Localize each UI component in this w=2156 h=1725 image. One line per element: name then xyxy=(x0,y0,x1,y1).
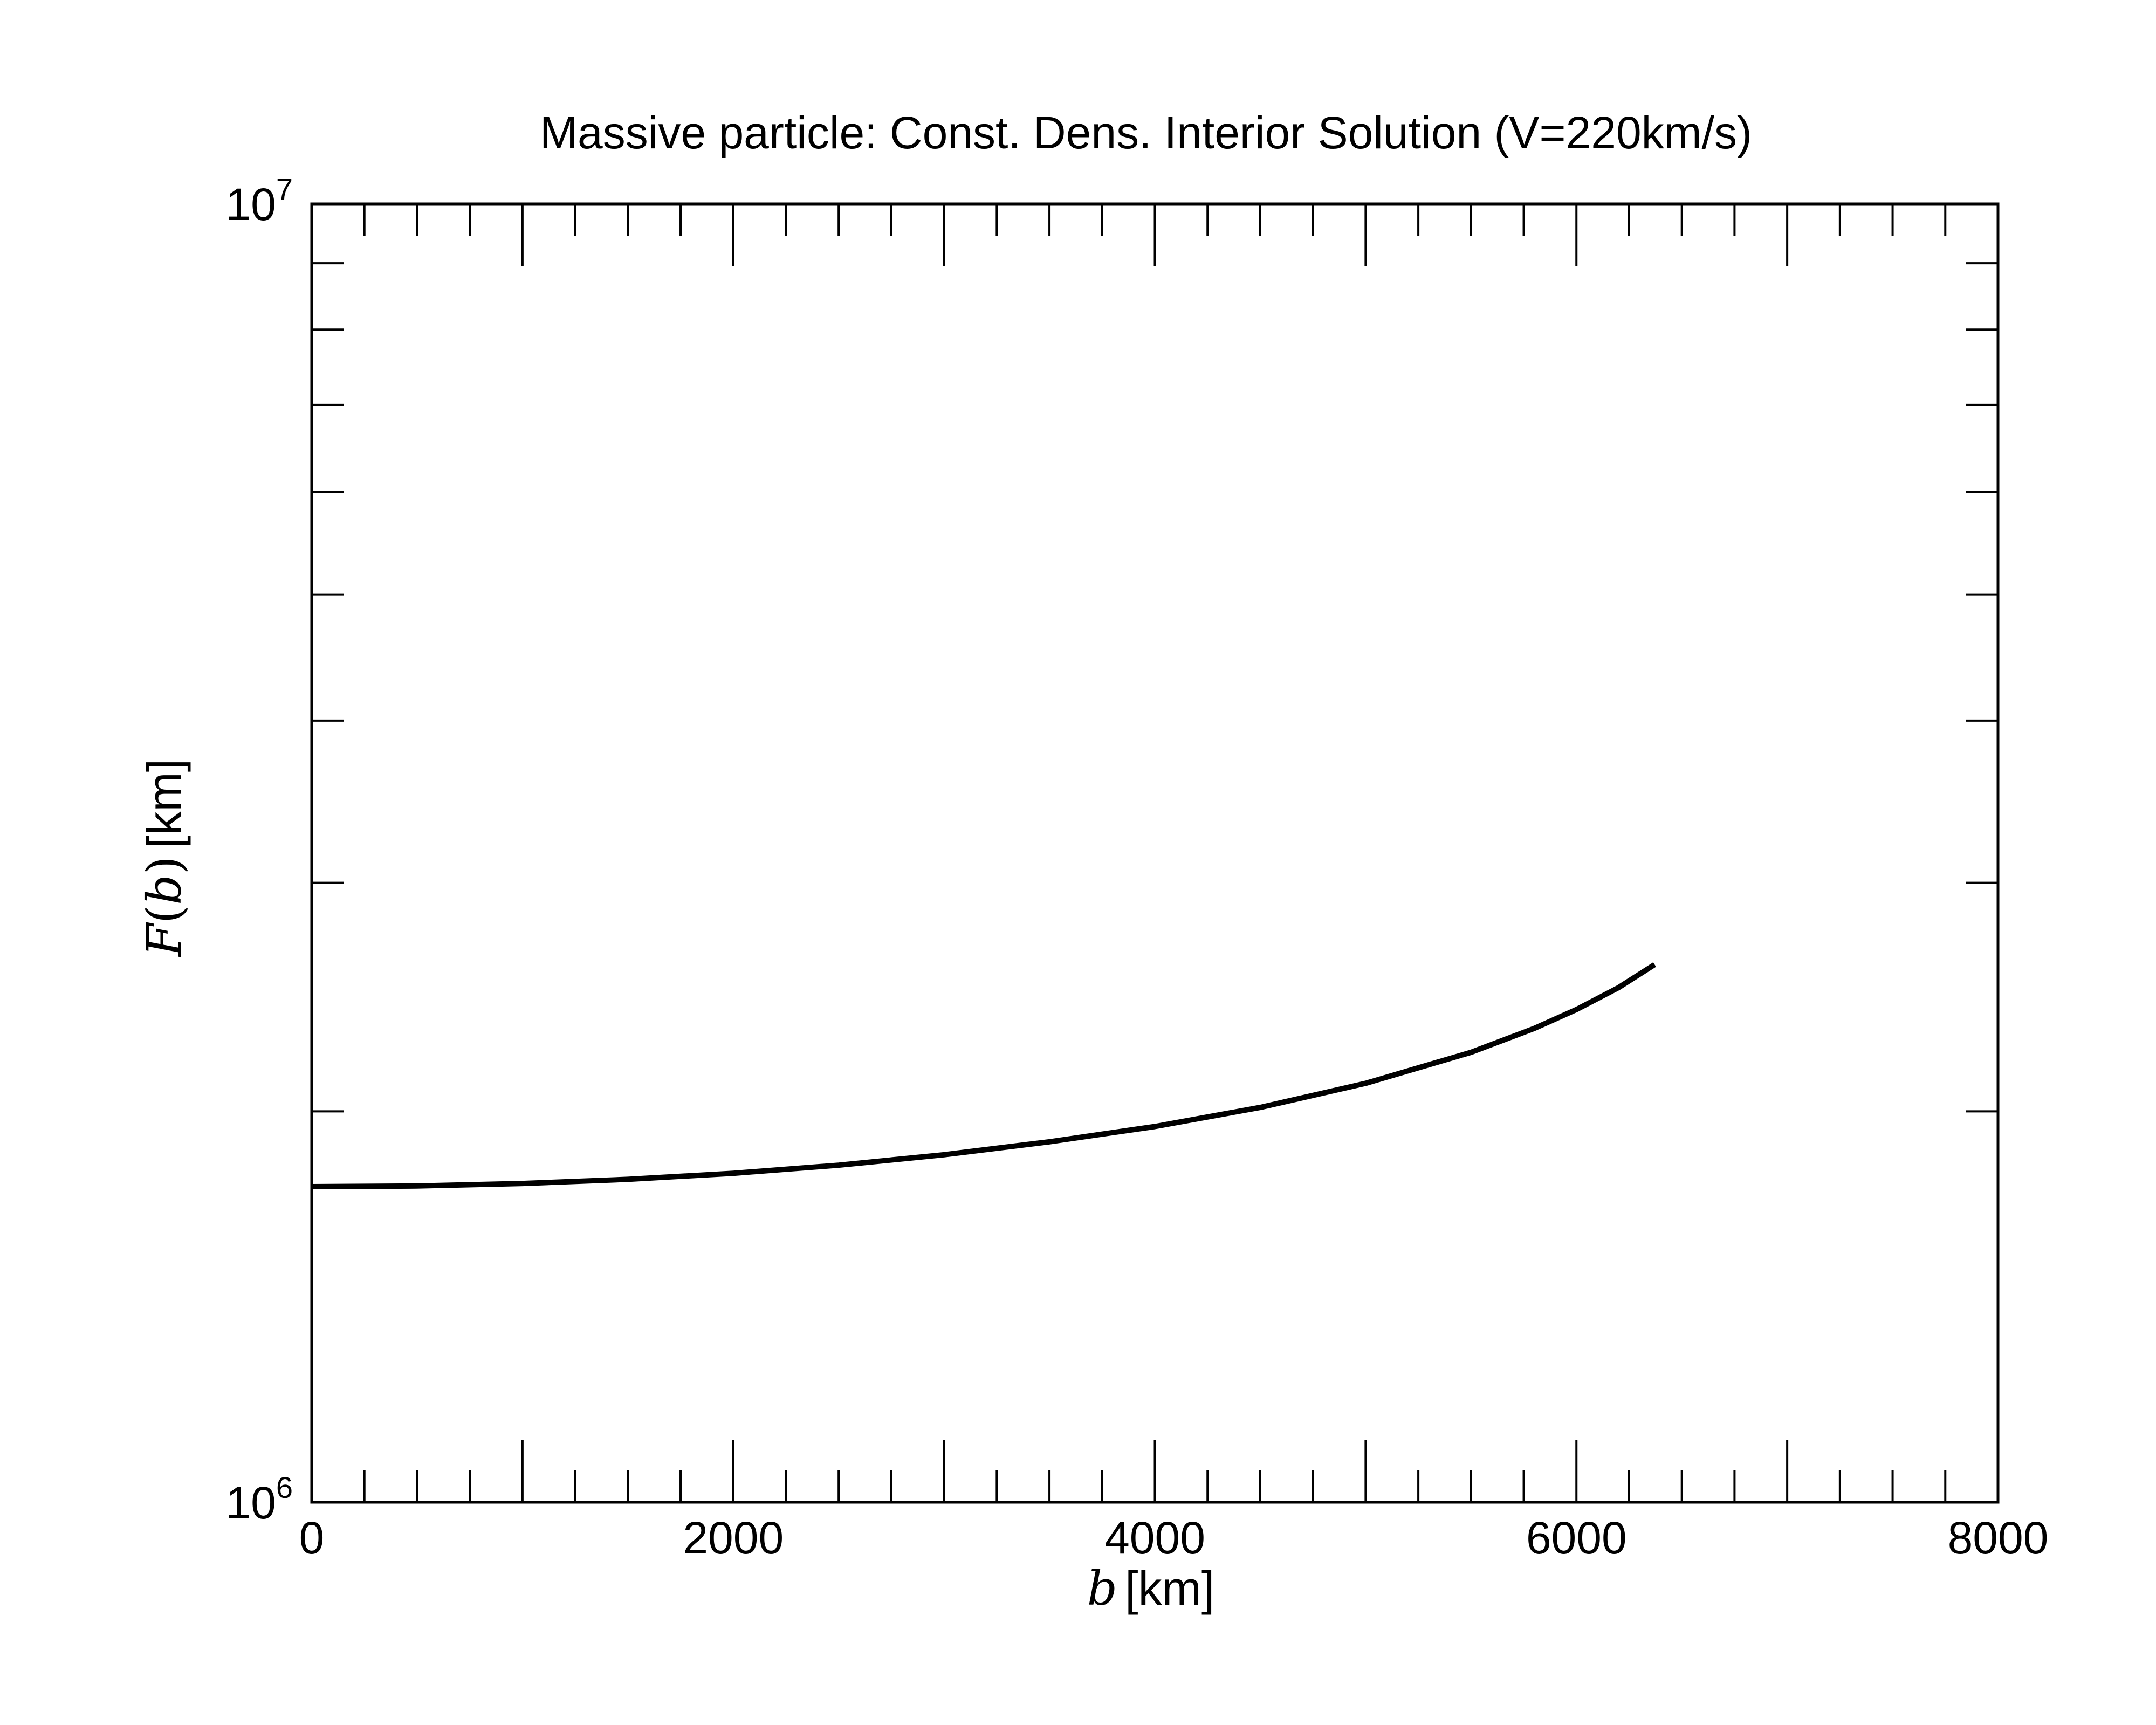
y-tick-label-base: 10 xyxy=(225,1477,276,1528)
y-tick-label-base: 10 xyxy=(225,179,276,230)
x-axis-label: b [km] xyxy=(1087,1560,1215,1616)
y-tick-label-exponent: 6 xyxy=(276,1470,293,1504)
y-axis-open-paren: ( xyxy=(136,905,192,923)
y-tick-label: 106 xyxy=(225,1470,293,1528)
data-series xyxy=(311,962,1656,1189)
chart-title: Massive particle: Const. Dens. Interior … xyxy=(540,107,1752,158)
x-tick-label: 6000 xyxy=(1526,1512,1627,1563)
x-tick-label: 8000 xyxy=(1948,1512,2049,1563)
x-tick-label: 4000 xyxy=(1104,1512,1205,1563)
x-axis-unit: [km] xyxy=(1125,1562,1214,1615)
x-tick-label: 0 xyxy=(299,1512,325,1563)
x-axis-var: b xyxy=(1087,1560,1117,1616)
y-tick-label: 107 xyxy=(225,172,293,230)
series-line xyxy=(311,962,1656,1189)
y-axis-var: b xyxy=(136,874,192,905)
x-tick-label: 2000 xyxy=(683,1512,784,1563)
x-tick-labels: 0 2000 4000 6000 8000 xyxy=(299,1512,2049,1563)
plot-frame xyxy=(310,202,2000,1504)
y-axis-func: F xyxy=(136,922,192,957)
y-axis-unit: [km] xyxy=(138,759,191,848)
x-ticks xyxy=(363,204,1947,1502)
y-axis-close-paren: ) xyxy=(136,856,192,874)
y-tick-label-exponent: 7 xyxy=(276,172,293,206)
y-axis-label: F(b) [km] xyxy=(136,759,192,957)
y-ticks xyxy=(312,262,1998,1113)
